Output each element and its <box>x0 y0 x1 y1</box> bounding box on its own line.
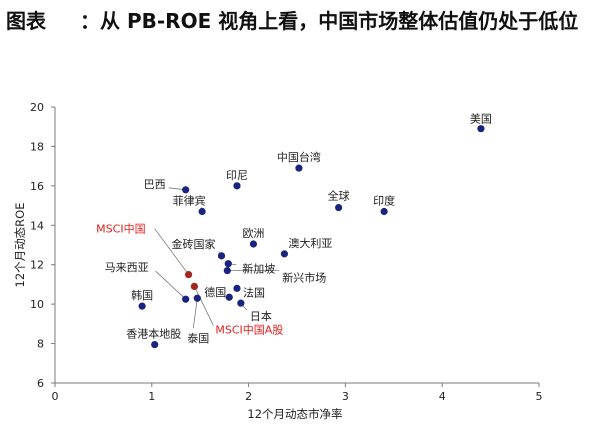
data-point <box>224 260 232 268</box>
data-point <box>233 182 241 190</box>
data-point <box>182 186 190 194</box>
x-axis-title: 12个月动态市净率 <box>247 407 342 421</box>
data-point <box>217 252 226 260</box>
y-axis-title: 12个月动态ROE <box>13 203 27 288</box>
leader-line <box>154 228 189 275</box>
point-label: 印度 <box>373 193 395 207</box>
data-point <box>280 250 289 258</box>
point-label: 马来西亚 <box>105 261 149 274</box>
title-prefix: 图表 <box>6 9 46 33</box>
x-tick-label: 3 <box>342 390 349 403</box>
point-label: 澳大利亚 <box>288 236 332 250</box>
data-points <box>138 125 485 349</box>
page-title: 图表 ：从 PB-ROE 视角上看，中国市场整体估值仍处于低位 <box>6 6 586 37</box>
data-point <box>380 207 388 216</box>
point-label: 韩国 <box>131 288 153 302</box>
y-tick-label: 14 <box>30 219 44 232</box>
data-point <box>233 284 241 292</box>
title-main: ：从 PB-ROE 视角上看，中国市场整体估值仍处于低位 <box>80 9 579 33</box>
point-label: 美国 <box>470 113 492 126</box>
leader-line <box>194 286 214 326</box>
y-tick-label: 8 <box>37 338 44 351</box>
leader-line <box>155 270 186 300</box>
point-label: 香港本地股 <box>126 327 181 341</box>
data-point <box>237 299 245 307</box>
data-point <box>295 164 303 172</box>
point-label: 印尼 <box>226 169 248 182</box>
data-point <box>138 302 146 310</box>
point-label: MSCI中国A股 <box>215 323 283 336</box>
point-label: 欧洲 <box>242 227 264 240</box>
data-point <box>182 295 190 303</box>
point-label: 全球 <box>328 189 350 203</box>
y-tick-label: 6 <box>37 377 44 390</box>
point-label: 菲律宾 <box>173 193 206 207</box>
data-point <box>184 270 193 279</box>
point-label: 中国台湾 <box>277 150 321 164</box>
data-point <box>477 125 485 133</box>
data-point <box>249 240 258 248</box>
point-label: 德国 <box>204 285 226 299</box>
point-label: 新兴市场 <box>282 271 326 285</box>
leader-line <box>192 298 198 329</box>
point-label: 巴西 <box>144 178 166 191</box>
x-tick-label: 0 <box>52 390 59 403</box>
data-point <box>223 267 231 275</box>
data-point <box>335 203 343 212</box>
y-tick-label: 12 <box>30 259 44 272</box>
point-label: 泰国 <box>187 331 209 345</box>
point-label: 金砖国家 <box>171 237 215 251</box>
y-tick-label: 20 <box>30 101 44 114</box>
y-tick-label: 18 <box>30 140 44 153</box>
data-point <box>193 294 201 302</box>
y-tick-label: 10 <box>30 298 44 311</box>
data-point <box>190 282 198 290</box>
data-point <box>225 293 233 301</box>
data-point <box>151 340 159 349</box>
data-point <box>198 207 206 216</box>
y-tick-label: 16 <box>30 180 44 193</box>
point-label: 法国 <box>243 285 265 299</box>
x-tick-label: 4 <box>439 390 446 403</box>
x-tick-label: 2 <box>245 390 252 403</box>
point-label: 新加坡 <box>242 262 275 276</box>
point-label: MSCI中国 <box>96 223 145 236</box>
leader-lines <box>154 187 280 329</box>
x-tick-label: 5 <box>536 390 543 403</box>
point-label: 日本 <box>250 309 272 323</box>
x-tick-label: 1 <box>148 390 155 403</box>
